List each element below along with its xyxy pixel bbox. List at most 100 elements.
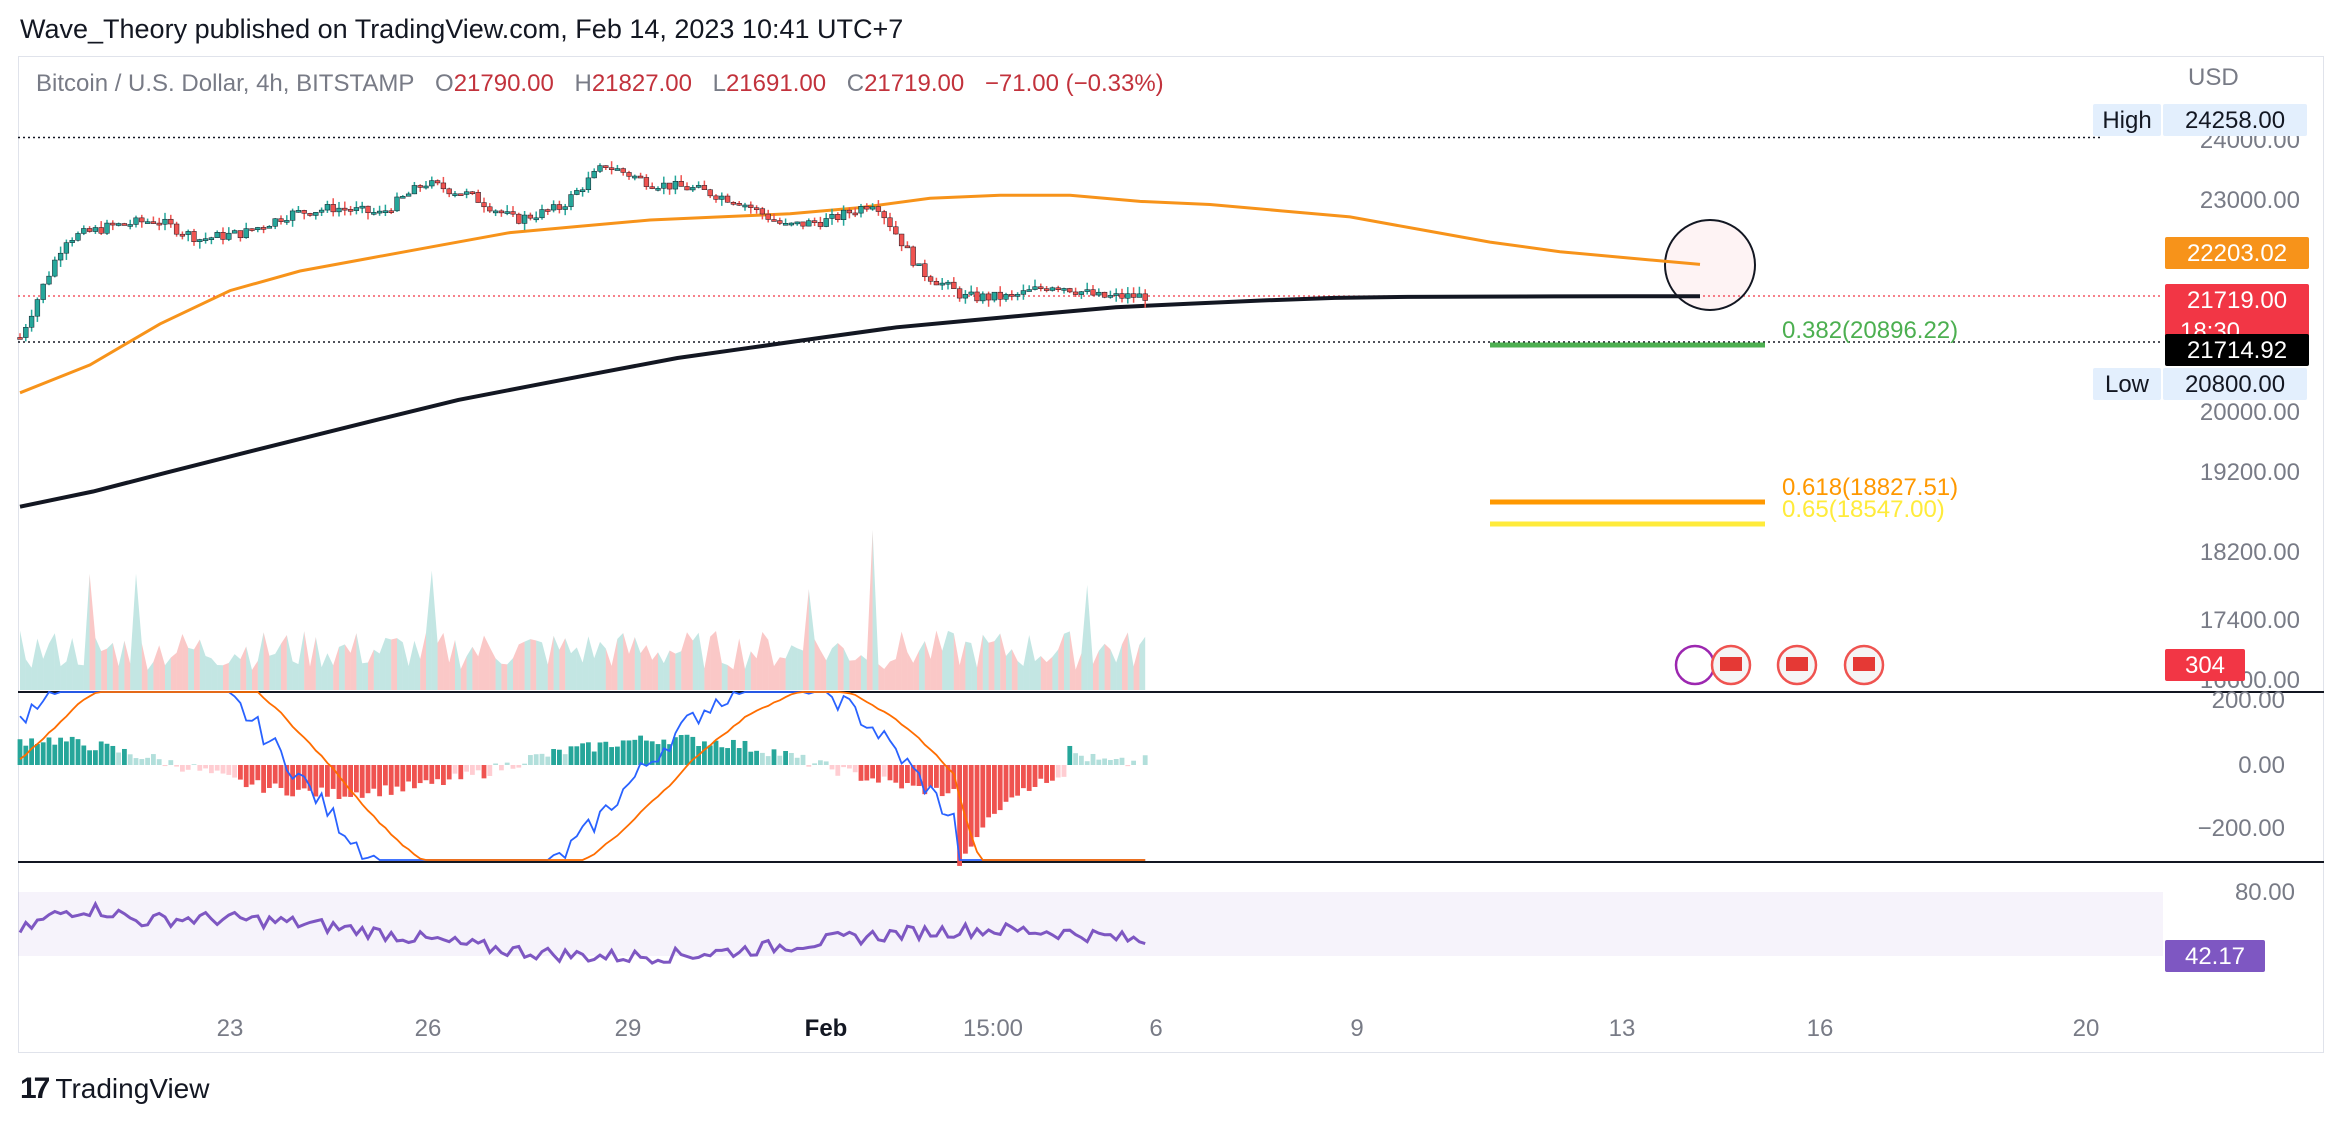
candle-body	[115, 223, 122, 226]
footer-brand[interactable]: 17 TradingView	[20, 1072, 209, 1106]
candle-body	[980, 293, 986, 302]
macd-bar	[243, 765, 249, 788]
volume-segment	[1104, 643, 1111, 690]
volume-segment	[223, 662, 229, 690]
candle-body	[365, 205, 371, 214]
volume-segment	[373, 649, 380, 690]
volume-segment	[391, 638, 397, 690]
candle-body	[492, 210, 499, 214]
macd-bar	[1108, 759, 1113, 765]
volume-segment	[1023, 635, 1030, 690]
volume-segment	[1075, 653, 1082, 690]
volume-segment	[321, 653, 328, 690]
macd-bar	[278, 765, 284, 788]
volume-segment	[629, 637, 635, 690]
volume-segment	[1017, 661, 1024, 690]
macd-bar	[806, 765, 812, 767]
macd-bar	[336, 765, 342, 799]
volume-segment	[455, 639, 461, 690]
volume-segment	[83, 573, 90, 690]
volume-segment	[524, 639, 531, 690]
candle-body	[568, 194, 574, 207]
candle-body	[753, 207, 760, 210]
volume-segment	[1046, 656, 1053, 690]
macd-bar	[46, 737, 52, 765]
candle-body	[173, 223, 180, 235]
candle-body	[272, 218, 278, 227]
candle-body	[243, 228, 249, 239]
volume-segment	[866, 530, 873, 690]
volume-segment	[124, 640, 131, 690]
volume-segment	[49, 633, 55, 690]
volume-segment	[518, 641, 525, 690]
macd-bar	[319, 765, 324, 788]
candle-body	[1078, 291, 1085, 295]
macd-bar	[603, 741, 609, 765]
chart-attribution: Wave_Theory published on TradingView.com…	[20, 14, 904, 44]
macd-bar	[133, 758, 139, 765]
volume-segment	[890, 659, 896, 690]
volume-segment	[861, 655, 867, 690]
candle-body	[255, 227, 261, 231]
volume-segment	[971, 643, 977, 690]
price-tick-label: 18200.00	[2200, 539, 2300, 566]
volume-segment	[1006, 649, 1012, 690]
candle-body	[23, 327, 29, 338]
macd-tick-label: 200.00	[2212, 687, 2285, 714]
volume-segment	[513, 644, 519, 690]
macd-bar	[441, 765, 446, 786]
candle-body	[637, 175, 644, 179]
volume-segment	[733, 638, 740, 690]
candle-body	[202, 238, 209, 241]
volume-segment	[756, 631, 763, 690]
volume-segment	[559, 638, 566, 690]
event-icons[interactable]	[1674, 644, 1885, 686]
time-axis[interactable]: 23 26 29 Feb 15:00 6 9 13 16 20	[217, 1015, 2100, 1042]
price-tag: High 24258.00	[2093, 104, 2307, 136]
volume-segment	[1029, 635, 1035, 690]
candle-body	[811, 220, 818, 223]
macd-bar	[458, 765, 464, 780]
volume-segment	[768, 639, 774, 690]
macd-bar	[1119, 757, 1125, 765]
candle-body	[782, 223, 789, 226]
macd-bar	[40, 742, 46, 765]
price-tick-label: 19200.00	[2200, 459, 2300, 486]
macd-bar	[829, 765, 835, 770]
macd-bar	[377, 765, 382, 797]
price-axis[interactable]: 24000.0023000.0020000.0019200.0018200.00…	[2198, 127, 2300, 906]
high-label: H	[574, 70, 592, 97]
price-tick-label: 17400.00	[2200, 607, 2300, 634]
price-tag-value-bg	[2163, 104, 2307, 136]
candle-body	[156, 222, 162, 226]
volume-segment	[721, 662, 728, 690]
symbol-name[interactable]: Bitcoin / U.S. Dollar, 4h, BITSTAMP	[36, 70, 415, 97]
candle-body	[69, 240, 75, 243]
macd-bar	[899, 765, 904, 789]
candle-body	[1136, 293, 1143, 298]
volume-segment	[634, 637, 641, 690]
candle-body	[301, 210, 307, 214]
macd-bar	[673, 737, 678, 765]
macd-bar	[800, 754, 806, 765]
macd-bar	[272, 765, 278, 784]
candles	[17, 161, 1148, 342]
volume-segment	[350, 633, 357, 690]
fib-levels[interactable]: 0.382(20896.22) 0.618(18827.51)0.65(18547…	[1490, 317, 1958, 527]
macd-bar	[731, 739, 736, 765]
macd-bar	[1102, 758, 1107, 765]
candle-body	[730, 202, 737, 205]
volume-segment	[542, 642, 548, 690]
candle-body	[887, 217, 893, 228]
price-tag-value-bg	[2165, 334, 2309, 366]
macd-bar	[429, 765, 435, 784]
volume-segment	[977, 634, 983, 690]
macd-bar	[464, 765, 469, 772]
price-tick-label: 20000.00	[2200, 399, 2300, 426]
volume-segment	[907, 652, 914, 690]
macd-bar	[139, 759, 145, 765]
candle-body	[516, 213, 522, 224]
candle-body	[724, 195, 731, 203]
candle-body	[701, 185, 708, 190]
